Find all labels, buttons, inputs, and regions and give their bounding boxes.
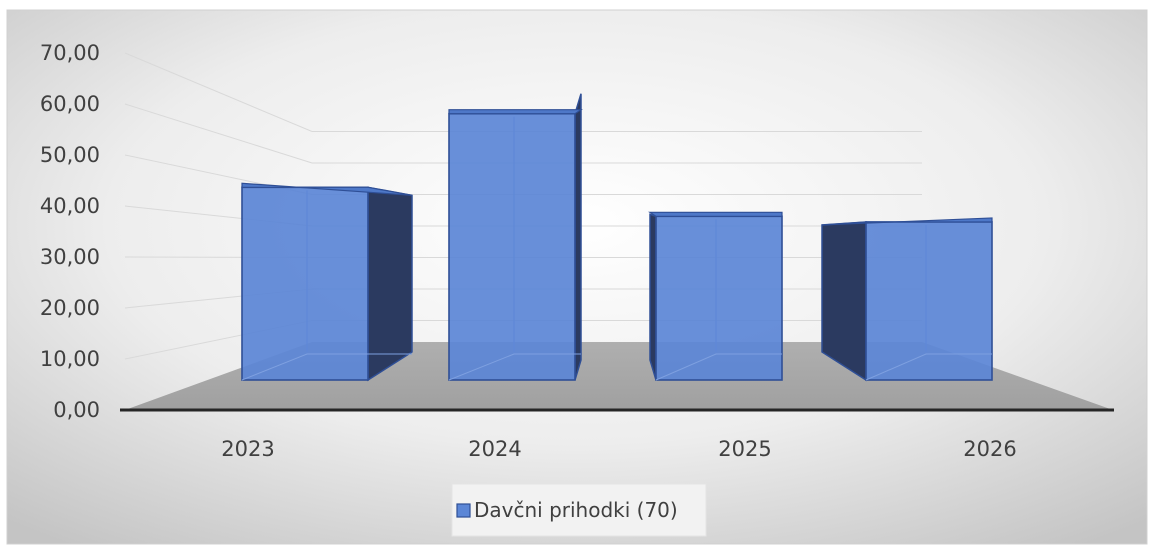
bar (448, 112, 576, 381)
bar-inner-edge (448, 353, 581, 381)
bar-inner-edge (655, 353, 782, 381)
y-tick-label: 10,00 (40, 347, 100, 371)
bar-top (648, 211, 783, 217)
bar-side (574, 93, 582, 381)
y-tick-label: 0,00 (53, 398, 100, 422)
bar-top (821, 217, 993, 226)
y-tick-label: 50,00 (40, 143, 100, 167)
y-tick-label: 40,00 (40, 194, 100, 218)
legend-swatch (456, 503, 471, 518)
x-tick-label: 2023 (221, 437, 274, 461)
y-tick-label: 70,00 (40, 41, 100, 65)
x-tick-label: 2024 (468, 437, 521, 461)
gridline (124, 52, 922, 132)
gridline (124, 103, 922, 164)
bar (865, 221, 993, 381)
legend-label: Davčni prihodki (70) (474, 498, 678, 522)
bar-side (649, 213, 657, 381)
x-tick-label: 2025 (718, 437, 771, 461)
bar-top (448, 109, 583, 115)
bar-inner-edge (865, 353, 992, 381)
y-tick-label: 20,00 (40, 296, 100, 320)
bar-side (821, 221, 867, 382)
bar-side (367, 186, 413, 382)
y-tick-label: 60,00 (40, 92, 100, 116)
bar-top (241, 182, 413, 196)
y-tick-label: 30,00 (40, 245, 100, 269)
bar-inner-edge (241, 353, 412, 381)
bar (241, 186, 369, 381)
bar (655, 215, 783, 381)
legend-box (451, 483, 707, 537)
x-tick-label: 2026 (963, 437, 1016, 461)
